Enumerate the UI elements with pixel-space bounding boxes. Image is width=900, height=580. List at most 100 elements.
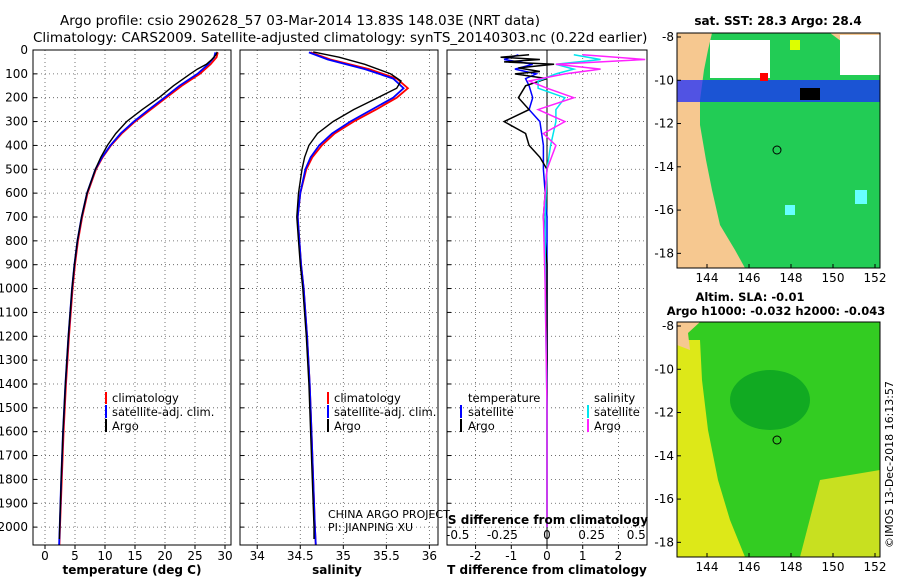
map-xtick-label: 150 [822,271,845,285]
difference-salinity-tick-label: 0.25 [578,528,605,542]
map-ytick-label: -8 [662,30,674,44]
depth-tick-label: 400 [5,138,28,152]
depth-axis-labels: 0 100 200 300 400 500 600 700 800 900 1000 1100 1200… [0,43,28,534]
temperature-xtick-label: 5 [71,549,79,563]
sla-map-land-west [677,322,700,350]
temperature-lines [58,51,219,545]
depth-tick-label: 1700 [0,449,28,463]
temperature-xtick-label: 15 [127,549,142,563]
imos-credit: ©IMOS 13-Dec-2018 16:13:57 [883,381,896,548]
salinity-lines [296,51,410,545]
map-xtick-label: 144 [696,560,719,574]
map-ytick-label: -16 [654,492,674,506]
temperature-series-line [58,52,217,545]
sla-map-ticks: -8 -10 -12 -14 -16 -18 144 146 148 150 152 [654,319,886,574]
map-xtick-label: 146 [738,271,761,285]
sst-map-yellow-pixel [790,40,800,50]
legend-label-satellite: satellite-adj. clim. [334,405,436,419]
sst-map: sat. SST: 28.3 Argo: 28.4 -8 -10 -12 -14 -16… [654,14,886,285]
salinity-xtick-label: 35.5 [373,549,400,563]
legend-label-t-argo: Argo [468,419,495,433]
sst-map-cloud-patch [710,40,770,78]
depth-tick-label: 700 [5,210,28,224]
legend-label-t-satellite: satellite [468,405,514,419]
difference-xtick-label: 0 [543,549,551,563]
map-xtick-label: 144 [696,271,719,285]
map-ytick-label: -12 [654,117,674,131]
difference-xtick-label: -1 [505,549,517,563]
map-ytick-label: -14 [654,160,674,174]
difference-series-line [500,54,555,528]
temperature-legend: climatology satellite-adj. clim. Argo [105,391,214,433]
temperature-xtick-label: 25 [187,549,202,563]
depth-tick-label: 1400 [0,377,28,391]
temperature-xtick-label: 0 [41,549,49,563]
salinity-xtick-label: 34.5 [287,549,314,563]
difference-series-line [526,54,646,528]
sla-map-title2: Argo h1000: -0.032 h2000: -0.043 [667,304,886,318]
legend-label-satellite: satellite-adj. clim. [112,405,214,419]
salinity-panel: 34 34.5 35 35.5 36 salinity climatology sate… [239,49,450,577]
depth-tick-label: 1100 [0,305,28,319]
difference-salinity-tick-label: -0.25 [487,528,518,542]
difference-series-line [537,54,601,528]
salinity-grid [240,49,438,545]
salinity-legend: climatology satellite-adj. clim. Argo [327,391,436,433]
difference-xtick-label: 2 [615,549,623,563]
difference-salinity-ticks: -0.5 -0.25 0 0.25 0.5 [446,528,646,542]
sla-map-yellow-south [800,470,880,557]
difference-xtick-label: 1 [579,549,587,563]
sst-map-title: sat. SST: 28.3 Argo: 28.4 [694,14,861,28]
depth-tick-label: 200 [5,91,28,105]
salinity-xtick-label: 34 [250,549,265,563]
map-ytick-label: -10 [654,73,674,87]
depth-tick-label: 1900 [0,496,28,510]
difference-lines [500,54,646,528]
temperature-panel: 0 5 10 15 20 25 30 temperature (deg C) climato… [32,49,233,577]
depth-tick-label: 900 [5,258,28,272]
legend-label-climatology: climatology [112,391,179,405]
legend-label-s-satellite: satellite [594,405,640,419]
legend-label-argo: Argo [112,419,139,433]
sst-map-cloud-patch [840,35,880,75]
salinity-xtick-label: 35 [336,549,351,563]
temperature-frame [32,49,232,546]
sst-map-cloud-patch [800,88,820,100]
salinity-series-line [296,51,402,539]
map-xtick-label: 146 [738,560,761,574]
map-xtick-label: 152 [864,560,887,574]
depth-tick-label: 1300 [0,353,28,367]
depth-tick-label: 1600 [0,425,28,439]
difference-legend: temperature satellite Argo salinity sate… [460,391,640,433]
salinity-xtick-label: 36 [422,549,437,563]
depth-tick-label: 1200 [0,329,28,343]
temperature-series-line [58,52,219,545]
difference-ticks: -2 -1 0 1 2 [447,49,623,563]
depth-tick-label: 1000 [0,282,28,296]
difference-xlabel2: S difference from climatology [448,513,648,527]
difference-salinity-tick-label: 0 [543,528,551,542]
annotation-pi: PI: JIANPING XU [328,521,413,534]
difference-xlabel: T difference from climatology [447,563,647,577]
sst-map-cloud-band [677,80,880,102]
sla-map-float-marker [772,435,782,445]
temperature-grid [33,49,231,545]
depth-tick-label: 1800 [0,472,28,486]
sla-map-title1: Altim. SLA: -0.01 [695,290,804,304]
salinity-series-line [296,51,410,545]
sla-map-frame [676,321,881,558]
legend-label-climatology: climatology [334,391,401,405]
figure-title-line2: Climatology: CARS2009. Satellite-adjuste… [33,30,647,46]
depth-tick-label: 100 [5,67,28,81]
legend-heading-salinity: salinity [594,391,635,405]
depth-tick-label: 800 [5,234,28,248]
sla-map: Altim. SLA: -0.01 Argo h1000: -0.032 h20… [654,290,886,574]
difference-salinity-tick-label: -0.5 [446,528,469,542]
figure-title-line1: Argo profile: csio 2902628_57 03-Mar-201… [60,13,540,29]
map-ytick-label: -10 [654,362,674,376]
annotation-project: CHINA ARGO PROJECT [328,508,450,521]
legend-label-argo: Argo [334,419,361,433]
legend-label-s-argo: Argo [594,419,621,433]
salinity-ticks: 34 34.5 35 35.5 36 [240,49,437,563]
